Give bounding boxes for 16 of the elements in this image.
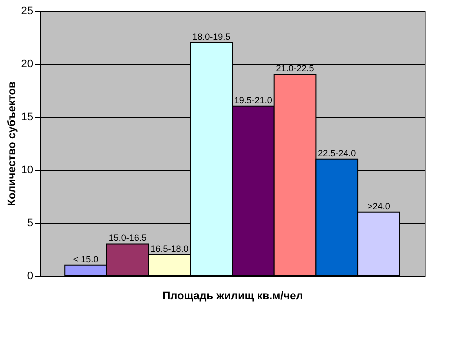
y-tick-label: 25 (21, 6, 34, 18)
x-tick-label: 15.0-16.5 (108, 233, 147, 244)
x-axis-title: Площадь жилищ кв.м/чел (162, 290, 304, 302)
x-tick-label: 18.0-19.5 (192, 32, 231, 42)
x-tick-label: 21.0-22.5 (276, 64, 314, 74)
y-tick-label: 0 (27, 270, 34, 282)
y-tick-label: 5 (27, 218, 34, 230)
y-axis-title: Количество субъектов (6, 82, 18, 206)
y-tick-label: 20 (21, 58, 34, 70)
x-tick-label: 19.5-21.0 (234, 95, 272, 106)
x-tick-label: >24.0 (368, 201, 390, 212)
x-tick-label: 16.5-18.0 (150, 244, 189, 254)
x-tick-label: < 15.0 (73, 254, 99, 264)
x-tick-label: 22.5-24.0 (318, 148, 356, 158)
y-tick-label: 15 (21, 112, 34, 124)
y-tick-label: 10 (21, 164, 34, 176)
